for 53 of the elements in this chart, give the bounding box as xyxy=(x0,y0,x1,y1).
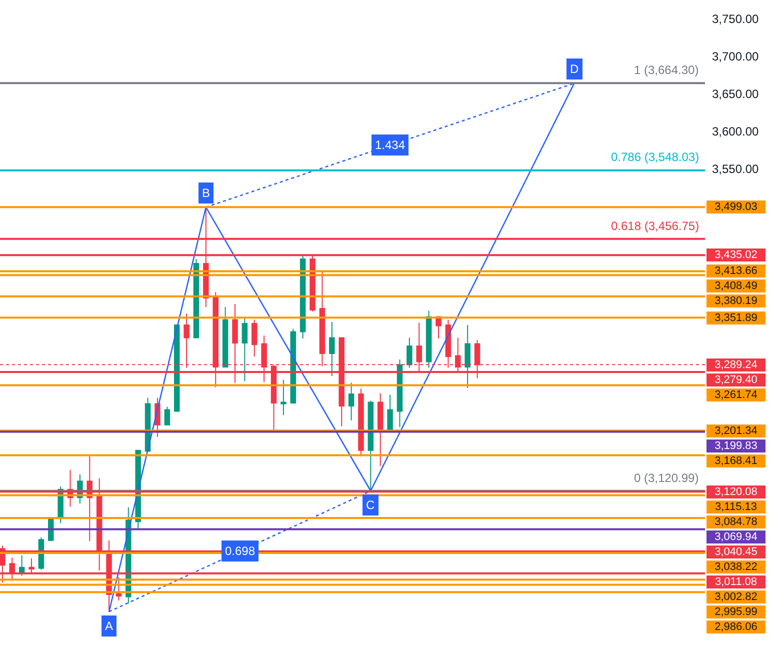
ref-line-label: 3,011.08 xyxy=(714,576,758,588)
annotation: 1 (3,664.30) xyxy=(634,63,699,77)
candlestick xyxy=(116,576,122,601)
ref-line-label: 3,499.03 xyxy=(714,201,758,213)
annotation: 0.618 (3,456.75) xyxy=(611,219,700,233)
candlestick xyxy=(387,394,393,431)
y-tick-label: 3,750.00 xyxy=(712,12,760,26)
candlestick xyxy=(368,400,374,492)
candlestick xyxy=(348,382,354,421)
ref-line-label: 3,261.74 xyxy=(714,389,758,401)
candlestick xyxy=(377,392,384,467)
ref-line-label: 3,199.83 xyxy=(714,440,758,452)
candlestick xyxy=(242,316,248,382)
ref-line-label: 3,069.94 xyxy=(714,531,758,543)
data-label: B xyxy=(202,186,210,200)
data-label: C xyxy=(366,498,375,512)
data-label: A xyxy=(105,619,114,633)
ref-line-label: 3,040.45 xyxy=(714,546,758,558)
y-tick-label: 3,700.00 xyxy=(712,49,760,64)
candlestick xyxy=(426,310,432,368)
ref-line-label: 3,435.02 xyxy=(714,249,758,261)
candlestick xyxy=(280,379,286,416)
y-tick-label: 3,600.00 xyxy=(712,124,760,139)
candlestick xyxy=(406,337,412,368)
ref-line-label: 3,380.19 xyxy=(714,295,758,307)
ref-line-label: 3,038.22 xyxy=(714,561,758,573)
candlestick xyxy=(396,359,403,428)
ref-line-label: 3,002.82 xyxy=(714,591,758,603)
ref-line-label: 2,986.06 xyxy=(714,621,758,633)
y-tick-label: 3,650.00 xyxy=(712,87,760,102)
y-tick-label: 3,550.00 xyxy=(712,162,760,176)
candlestick xyxy=(329,322,335,377)
ref-line-label: 3,351.89 xyxy=(714,312,758,324)
candlestick xyxy=(222,306,228,368)
candlestick xyxy=(164,406,170,426)
candlestick xyxy=(358,388,364,457)
ref-line-label: 3,201.34 xyxy=(714,425,758,437)
ref-line-label: 2,995.99 xyxy=(714,606,758,618)
series-label: 1.434 xyxy=(375,138,406,152)
ref-line-label: 3,120.08 xyxy=(714,486,758,498)
ref-line-label: 3,413.66 xyxy=(714,265,758,277)
ref-line-label: 3,168.41 xyxy=(714,455,758,467)
ref-line-label: 3,408.49 xyxy=(714,280,758,292)
annotation: 0.786 (3,548.03) xyxy=(611,150,700,164)
ref-line-label: 3,084.78 xyxy=(714,516,758,528)
ref-line-label: 3,289.24 xyxy=(714,359,758,371)
data-label: D xyxy=(570,62,579,76)
annotation: 0 (3,120.99) xyxy=(634,471,699,485)
candlestick xyxy=(252,319,258,358)
ref-line-label: 3,279.40 xyxy=(714,374,758,386)
series-label: 0.698 xyxy=(225,544,256,558)
ref-line-label: 3,115.13 xyxy=(714,501,758,513)
candlestick xyxy=(464,324,470,389)
